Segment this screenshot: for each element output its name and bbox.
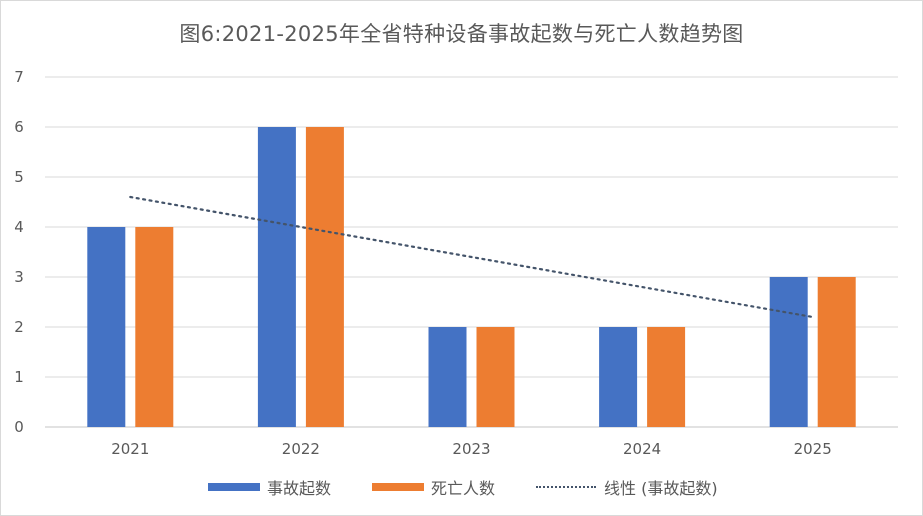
y-tick-label: 3 (14, 268, 24, 286)
y-tick-label: 0 (14, 418, 24, 436)
y-tick-label: 5 (14, 168, 24, 186)
x-tick-label: 2021 (111, 440, 149, 458)
bar-deaths (305, 127, 344, 427)
legend-swatch-blue-icon (208, 483, 260, 491)
legend-dotted-line-icon (536, 486, 596, 488)
legend-item-deaths: 死亡人数 (372, 476, 495, 498)
legend-swatch-orange-icon (372, 483, 424, 491)
bar-accidents (428, 327, 467, 427)
bar-deaths (647, 327, 686, 427)
chart-legend: 事故起数 死亡人数 线性 (事故起数) (0, 476, 923, 498)
y-tick-label: 4 (14, 218, 24, 236)
bar-deaths (476, 327, 515, 427)
bar-deaths (817, 277, 856, 427)
chart-title: 图6:2021-2025年全省特种设备事故起数与死亡人数趋势图 (179, 22, 744, 46)
y-tick-label: 7 (14, 68, 24, 86)
legend-item-trendline: 线性 (事故起数) (536, 476, 718, 498)
x-tick-label: 2025 (794, 440, 832, 458)
x-tick-label: 2022 (282, 440, 320, 458)
bar-deaths (135, 227, 174, 427)
trendline (129, 195, 814, 319)
bar-accidents (769, 277, 808, 427)
bar-accidents (599, 327, 638, 427)
y-tick-label: 1 (14, 368, 24, 386)
legend-label: 事故起数 (267, 479, 332, 498)
bar-accidents (257, 127, 296, 427)
legend-label: 死亡人数 (431, 479, 496, 498)
y-tick-label: 2 (14, 318, 24, 336)
x-tick-label: 2024 (623, 440, 661, 458)
x-tick-label: 2023 (452, 440, 490, 458)
legend-label: 线性 (事故起数) (604, 479, 718, 498)
y-tick-label: 6 (14, 118, 24, 136)
legend-item-accidents: 事故起数 (208, 476, 331, 498)
bar-accidents (87, 227, 126, 427)
